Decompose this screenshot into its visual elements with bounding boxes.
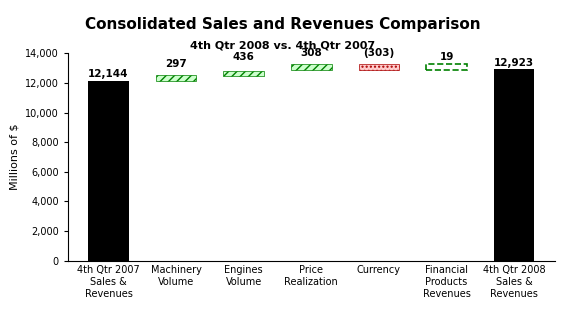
Text: 12,923: 12,923 — [494, 57, 534, 67]
Text: 4th Qtr 2008 vs. 4th Qtr 2007: 4th Qtr 2008 vs. 4th Qtr 2007 — [190, 40, 376, 50]
Text: (303): (303) — [363, 48, 395, 58]
Text: 308: 308 — [301, 48, 322, 58]
Bar — [88, 81, 128, 261]
Text: 19: 19 — [439, 52, 454, 62]
Text: 436: 436 — [233, 52, 255, 62]
Text: 12,144: 12,144 — [88, 69, 128, 79]
Bar — [224, 70, 264, 76]
Bar — [359, 64, 399, 70]
Text: 297: 297 — [165, 59, 187, 69]
Bar — [494, 69, 534, 261]
Bar — [426, 64, 467, 70]
Y-axis label: Millions of $: Millions of $ — [10, 124, 19, 190]
Text: Consolidated Sales and Revenues Comparison: Consolidated Sales and Revenues Comparis… — [85, 17, 481, 32]
Bar — [156, 75, 196, 81]
Bar — [291, 64, 332, 70]
